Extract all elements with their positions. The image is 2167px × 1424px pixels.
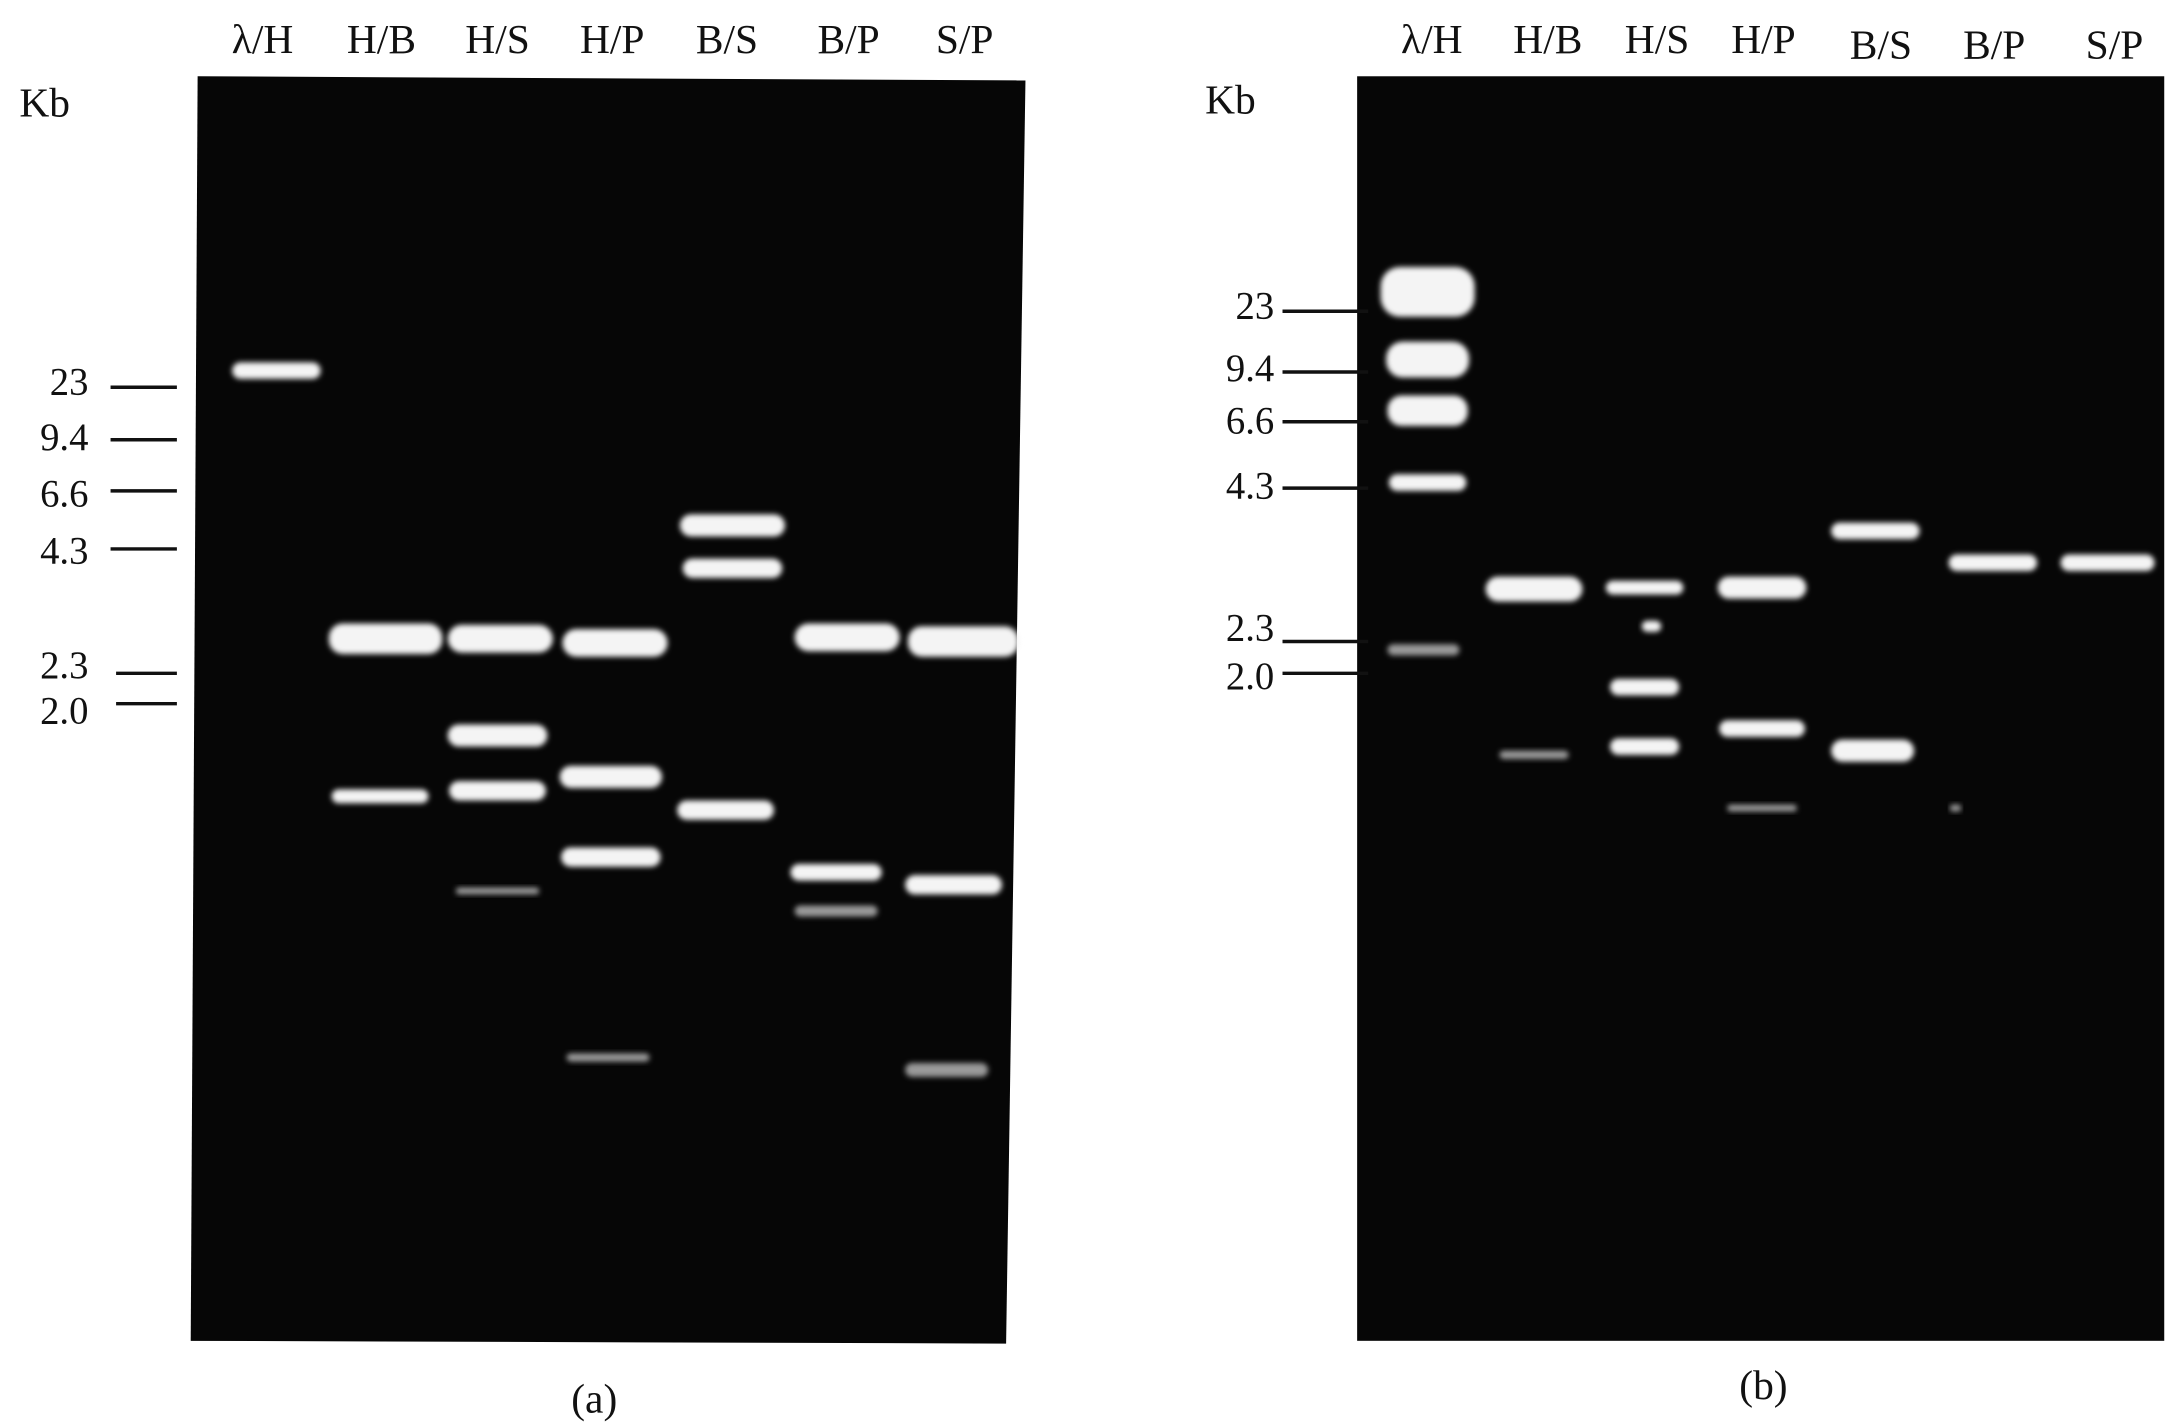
band xyxy=(2060,554,2155,572)
band xyxy=(559,765,662,789)
marker-label: 2.3 xyxy=(1226,608,1274,650)
bands xyxy=(232,362,1019,1077)
marker-label: 23 xyxy=(1236,286,1275,328)
band xyxy=(679,514,785,537)
band xyxy=(794,905,878,917)
lane-label: H/P xyxy=(580,16,645,62)
band xyxy=(907,626,1019,657)
marker-label: 9.4 xyxy=(40,417,88,459)
band xyxy=(1387,644,1460,656)
band xyxy=(449,781,546,801)
band xyxy=(232,362,321,379)
band xyxy=(682,558,783,578)
panel-b: Kb λ/H H/B H/S H/P B/S B/P S/P 23 9.4 6.… xyxy=(1205,16,2165,1409)
band xyxy=(794,623,900,652)
band xyxy=(1831,739,1915,762)
band xyxy=(1610,678,1680,696)
band xyxy=(1380,266,1475,317)
band xyxy=(1499,750,1569,759)
lane-label: H/S xyxy=(465,16,530,62)
marker-ticks xyxy=(1282,309,1369,676)
gel xyxy=(1357,76,2165,1341)
band xyxy=(561,847,661,867)
marker-label: 4.3 xyxy=(1226,465,1274,507)
marker-label: 9.4 xyxy=(1226,348,1274,390)
marker-label: 2.3 xyxy=(40,645,88,687)
caption: (b) xyxy=(1739,1362,1787,1409)
band xyxy=(1387,395,1468,426)
band xyxy=(1727,804,1797,812)
band xyxy=(1388,474,1467,491)
lane-label: B/P xyxy=(1963,21,2025,67)
band xyxy=(1719,720,1805,737)
band xyxy=(456,887,539,895)
band xyxy=(1485,576,1583,602)
lane-label: S/P xyxy=(2086,21,2144,67)
band xyxy=(447,624,553,653)
band xyxy=(447,724,548,747)
marker-label: 2.0 xyxy=(40,691,88,733)
band xyxy=(1717,576,1807,599)
marker-label: 6.6 xyxy=(40,474,88,516)
lane-label: λ/H xyxy=(1401,16,1463,62)
band xyxy=(331,789,429,804)
band xyxy=(1386,341,1470,378)
caption: (a) xyxy=(571,1376,617,1423)
bands xyxy=(1380,266,2155,812)
lane-label: H/S xyxy=(1625,16,1690,62)
marker-ticks xyxy=(110,385,177,706)
lane-label: H/P xyxy=(1731,16,1796,62)
band xyxy=(1950,804,1962,812)
panel-a: Kb λ/H H/B H/S H/P B/S B/P S/P 23 9.4 6.… xyxy=(19,16,1026,1423)
marker-label: 6.6 xyxy=(1226,400,1274,442)
lane-label: H/B xyxy=(1513,16,1582,62)
band xyxy=(562,629,668,657)
unit-label: Kb xyxy=(19,79,70,125)
band xyxy=(905,1063,989,1077)
band xyxy=(1610,738,1680,755)
band xyxy=(790,864,882,881)
marker-label: 4.3 xyxy=(40,530,88,572)
band xyxy=(677,800,774,820)
band xyxy=(328,623,443,654)
band xyxy=(1831,522,1920,540)
lane-label: H/B xyxy=(347,16,416,62)
band xyxy=(1605,580,1684,595)
lane-label: B/S xyxy=(1850,21,1912,67)
gel xyxy=(190,76,1026,1344)
unit-label: Kb xyxy=(1205,77,1256,123)
band xyxy=(1641,620,1662,632)
lane-label: B/S xyxy=(696,16,758,62)
marker-label: 2.0 xyxy=(1226,656,1274,698)
marker-label: 23 xyxy=(50,362,89,404)
band xyxy=(1948,554,2038,572)
lane-label: λ/H xyxy=(232,16,294,62)
lane-label: B/P xyxy=(817,16,879,62)
band xyxy=(905,875,1002,895)
band xyxy=(566,1053,650,1062)
lane-label: S/P xyxy=(936,16,994,62)
